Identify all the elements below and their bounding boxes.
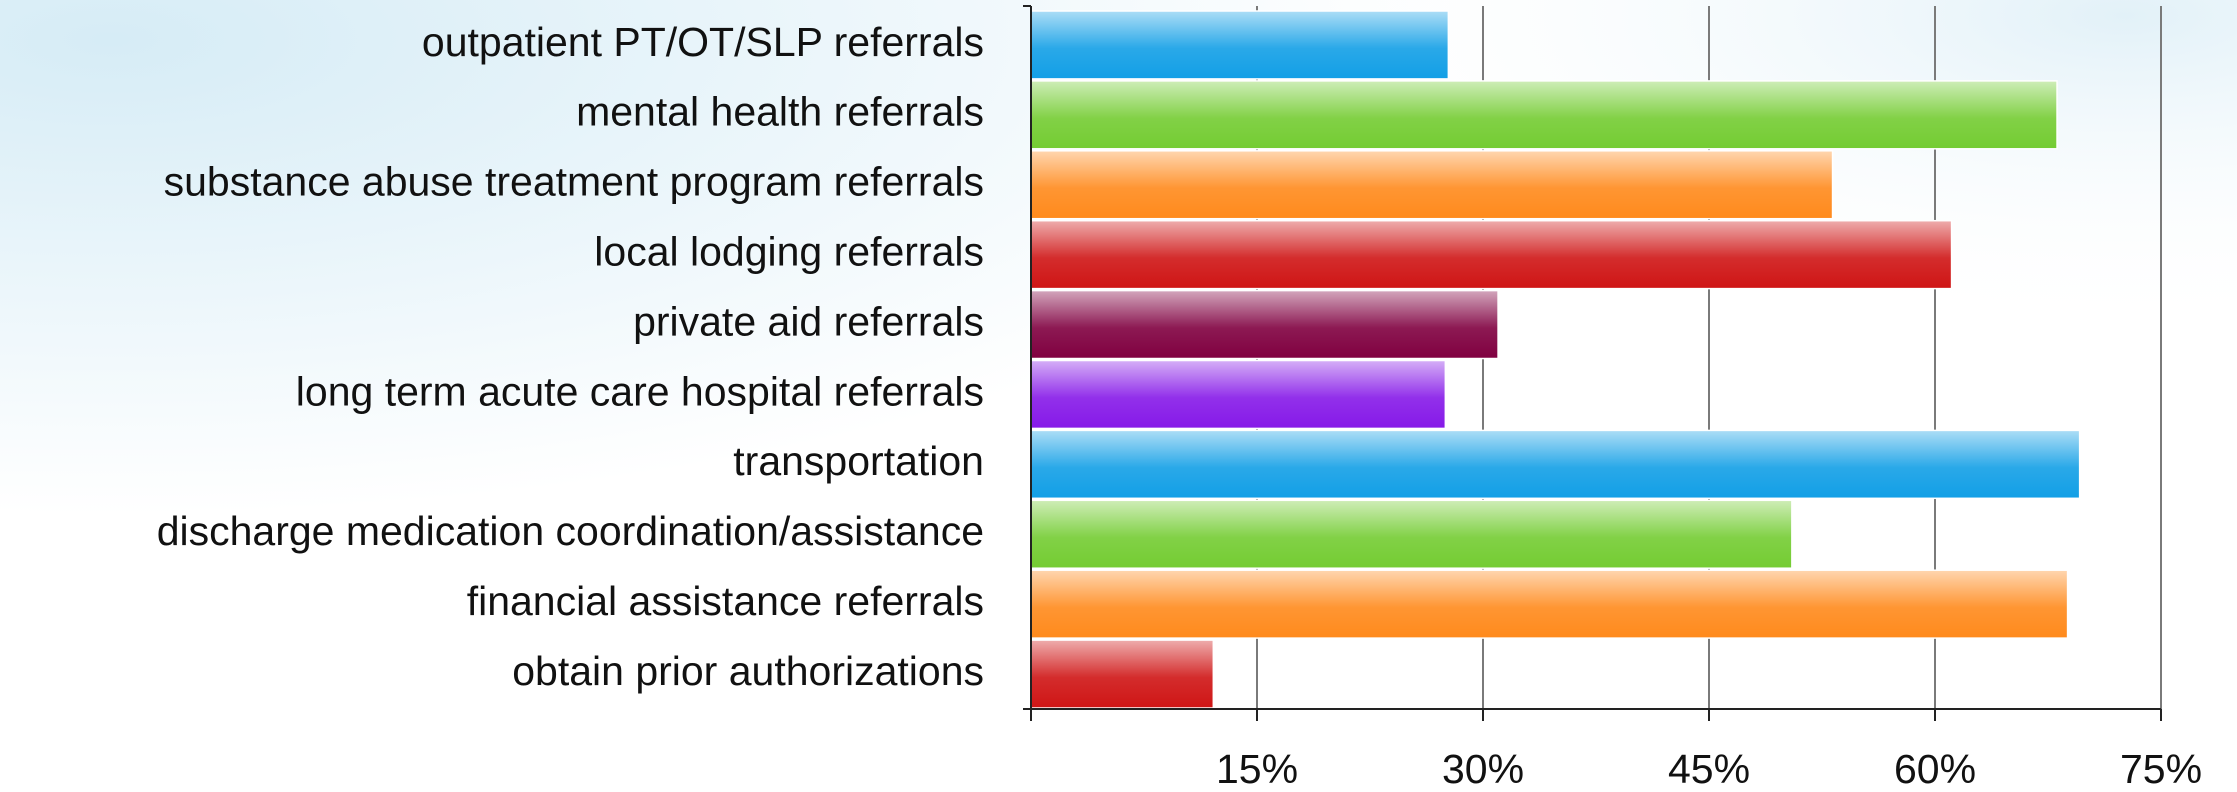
y-category-label: outpatient PT/OT/SLP referrals — [422, 19, 984, 65]
x-tick-label: 75% — [2120, 746, 2202, 792]
bar-shine — [1031, 570, 2068, 639]
y-category-label: long term acute care hospital referrals — [296, 368, 984, 414]
bar-shine — [1031, 290, 1499, 359]
bar-shine — [1031, 80, 2058, 149]
bar-shine — [1031, 220, 1952, 289]
y-category-label: discharge medication coordination/assist… — [157, 508, 984, 554]
y-category-label: financial assistance referrals — [467, 578, 984, 624]
y-category-label: local lodging referrals — [594, 228, 984, 274]
x-tick-label: 45% — [1668, 746, 1750, 792]
x-tick-label: 15% — [1216, 746, 1298, 792]
bar-shine — [1031, 360, 1446, 429]
bars — [1030, 10, 2081, 709]
y-category-label: mental health referrals — [576, 89, 984, 135]
axes: 15% 30% 45% 60% 75% outpatient PT/OT/SLP refe… — [157, 5, 2202, 792]
y-category-label: private aid referrals — [633, 298, 984, 344]
bar-shine — [1031, 430, 2080, 499]
y-category-label: substance abuse treatment program referr… — [164, 159, 984, 205]
bar-shine — [1031, 640, 1214, 708]
bar-shine — [1031, 500, 1792, 569]
bar-shine — [1031, 11, 1449, 79]
y-category-label: obtain prior authorizations — [512, 648, 984, 694]
x-tick-label: 60% — [1894, 746, 1976, 792]
bar-shine — [1031, 150, 1833, 219]
x-tick-label: 30% — [1442, 746, 1524, 792]
y-category-label: transportation — [733, 438, 984, 484]
